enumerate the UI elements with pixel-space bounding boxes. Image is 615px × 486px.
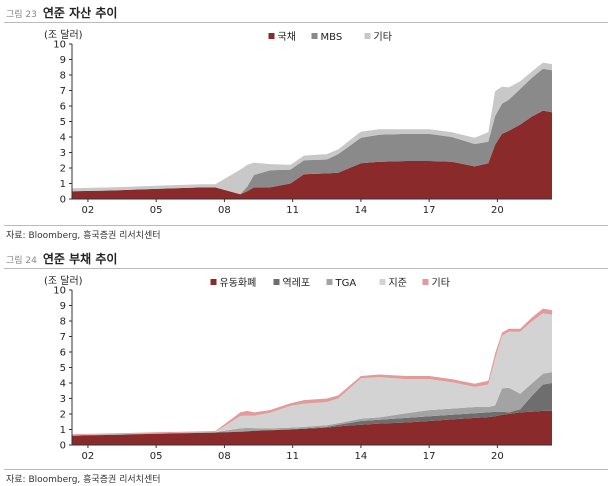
assets-x-tick-label: 11 [286,205,299,216]
assets-series-area-0 [72,110,552,199]
liabilities-y-tick-label: 6 [60,348,66,359]
assets-y-axis-label: (조 달러) [44,29,83,41]
liabilities-y-tick-label: 3 [60,394,66,405]
assets-legend-label-1: MBS [321,32,343,43]
assets-y-tick-label: 7 [60,86,66,97]
liabilities-x-tick-label: 20 [491,451,504,462]
assets-x-tick-label: 14 [355,205,368,216]
assets-x-tick-label: 08 [218,205,231,216]
liabilities-legend-swatch-4 [422,279,429,285]
liabilities-y-tick-label: 5 [60,363,66,374]
assets-legend-swatch-0 [268,33,275,39]
assets-x-tick-label: 17 [423,205,436,216]
assets-series-area-1 [72,68,552,195]
figure-2-name: 연준 부채 추이 [42,252,118,266]
liabilities-legend-label-0: 유동화폐 [220,277,257,289]
liabilities-legend-swatch-2 [326,279,333,285]
liabilities-x-tick-label: 11 [286,451,299,462]
asset-chart: 0 1 2 3 4 5 6 7 8 9 10 02 05 08 11 14 17 20 (조 달러) 국채 MBS 기타 [44,29,552,216]
figure-2-number: 그림 24 [6,256,37,266]
assets-legend-label-0: 국채 [278,31,296,43]
liabilities-y-tick-label: 9 [60,301,66,312]
liabilities-legend-label-2: TGA [335,278,357,289]
liabilities-x-tick-label: 14 [355,451,368,462]
figure-2-title-rule [4,268,608,269]
figure-1-source: 자료: Bloomberg, 흥국증권 리서치센터 [6,231,161,241]
liabilities-y-tick-label: 0 [60,441,66,452]
liabilities-y-tick-label: 4 [60,379,66,390]
liabilities-y-tick-label: 1 [60,425,66,436]
assets-y-tick-label: 2 [60,164,66,175]
liabilities-x-tick-label: 02 [82,451,95,462]
figure-1-bottom-rule [4,225,608,226]
liabilities-legend-swatch-3 [379,279,386,285]
liabilities-legend-swatch-0 [210,279,217,285]
liabilities-legend-label-1: 역레포 [283,277,311,289]
assets-legend-swatch-2 [364,33,371,39]
liabilities-series-area-3 [72,313,552,436]
liabilities-y-tick-label: 10 [53,286,66,297]
assets-y-tick-label: 4 [60,133,66,144]
assets-y-tick-label: 6 [60,102,66,113]
assets-y-tick-label: 3 [60,148,66,159]
figure-1-title: 그림 23 연준 자산 추이 [6,4,117,21]
figure-2-source: 자료: Bloomberg, 흥국증권 리서치센터 [6,475,161,485]
assets-legend-label-2: 기타 [374,31,392,43]
assets-x-tick-label: 05 [150,205,163,216]
liability-chart: 0 1 2 3 4 5 6 7 8 9 10 02 05 08 11 14 17 20 (조 달러) 유동화폐 역레포 T… [44,275,552,462]
assets-x-tick-label: 02 [82,205,95,216]
liabilities-series-area-0 [72,410,552,445]
figure-1-title-rule [4,22,608,23]
liabilities-x-tick-label: 17 [423,451,436,462]
liabilities-y-tick-label: 7 [60,332,66,343]
figure-1-name: 연준 자산 추이 [42,6,118,20]
figure-2-bottom-rule [4,469,608,470]
liabilities-y-tick-label: 2 [60,410,66,421]
liabilities-legend-label-4: 기타 [432,277,450,289]
assets-y-tick-label: 8 [60,71,66,82]
assets-y-tick-label: 10 [53,40,66,51]
liabilities-y-tick-label: 8 [60,317,66,328]
assets-y-tick-label: 5 [60,117,66,128]
liabilities-y-axis-label: (조 달러) [44,275,83,287]
assets-y-tick-label: 9 [60,55,66,66]
assets-y-tick-label: 1 [60,179,66,190]
assets-legend-swatch-1 [311,33,318,39]
liabilities-x-tick-label: 08 [218,451,231,462]
assets-x-tick-label: 20 [491,205,504,216]
liabilities-legend-label-3: 지준 [389,277,407,289]
assets-y-tick-label: 0 [60,195,66,206]
liabilities-x-tick-label: 05 [150,451,163,462]
figure-2-title: 그림 24 연준 부채 추이 [6,250,117,267]
figure-1-number: 그림 23 [6,10,37,20]
liabilities-legend-swatch-1 [273,279,280,285]
